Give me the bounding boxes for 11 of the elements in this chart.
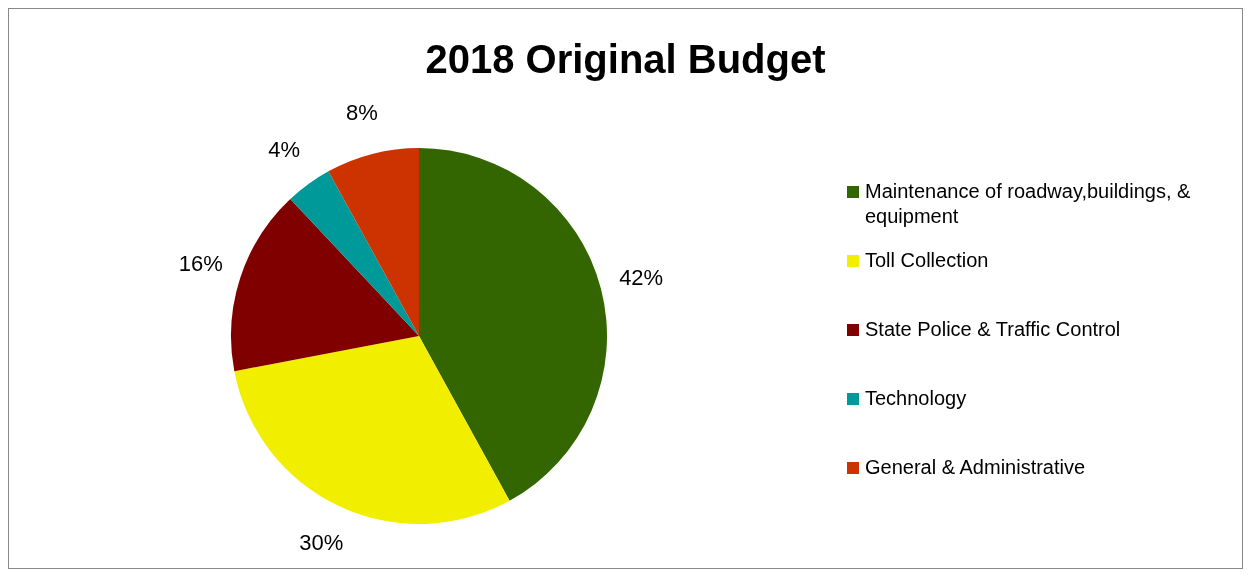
legend-label: State Police & Traffic Control — [865, 317, 1121, 342]
data-label: 4% — [268, 136, 301, 162]
legend-label: General & Administrative — [865, 455, 1086, 480]
data-label: 16% — [178, 251, 223, 277]
legend-label: Toll Collection — [865, 248, 989, 273]
data-label: 42% — [619, 265, 664, 291]
chart-title: 2018 Original Budget — [424, 37, 827, 82]
data-label: 8% — [346, 99, 378, 125]
legend-label: Maintenance of roadway,buildings, & equipment — [865, 179, 1192, 229]
data-label: 30% — [299, 529, 344, 555]
legend-label: Technology — [865, 386, 967, 411]
